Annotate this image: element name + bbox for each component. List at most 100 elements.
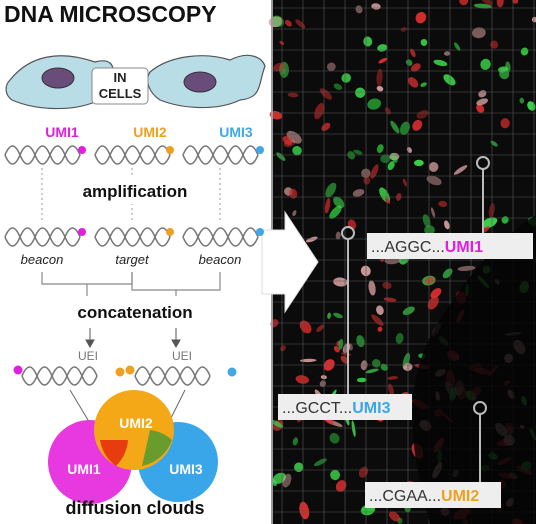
fluorescence-spot — [480, 58, 491, 70]
fluorescence-spot — [289, 188, 298, 199]
readout: ...CGAA...UMI2 — [365, 482, 501, 508]
fluorescence-spot — [355, 87, 366, 98]
shape — [13, 365, 23, 375]
fluorescence-spot — [370, 164, 379, 179]
fluorescence-spot — [376, 68, 383, 87]
fluorescence-spot — [329, 433, 340, 444]
label-bg — [60, 178, 210, 204]
uei-label: UEI — [78, 349, 98, 363]
fluorescence-spot — [335, 231, 341, 240]
dark-region — [412, 215, 536, 524]
fluorescence-spot — [365, 368, 379, 374]
sequence: ...GCCT... — [282, 400, 352, 417]
fluorescence-spot — [400, 26, 407, 32]
brackets — [41, 272, 221, 296]
fluorescence-spot — [326, 62, 336, 72]
fluorescence-spot — [422, 214, 431, 228]
fluorescence-spot — [402, 178, 408, 187]
readout-text: ...CGAA...UMI2 — [369, 488, 479, 505]
cloud-label: UMI1 — [67, 461, 101, 477]
shape — [256, 228, 264, 236]
helix-row — [4, 145, 264, 165]
fluorescence-spot — [363, 36, 373, 47]
fluorescence-spot — [387, 161, 395, 171]
readout: ...GCCT...UMI3 — [278, 394, 412, 420]
pins — [341, 156, 490, 482]
fluorescence-spot — [333, 196, 345, 209]
fluorescence-spot — [454, 42, 461, 51]
fluorescence-spot — [292, 437, 299, 446]
fluorescence-spot — [433, 59, 448, 67]
diffusion-clouds: UMI2 UMI1 UMI3 — [48, 390, 218, 504]
fluorescence-spot — [410, 48, 416, 58]
fluorescence-spot — [459, 0, 469, 6]
fluorescence-spot — [426, 175, 442, 186]
shape — [125, 365, 135, 375]
fluorescence-spot — [430, 288, 442, 299]
cell-label: CELLS — [99, 86, 142, 101]
fluorescence-spot — [272, 472, 287, 484]
caption: diffusion clouds — [66, 498, 205, 518]
cells-illustration: IN CELLS — [5, 54, 266, 110]
fluorescence-spot — [367, 98, 382, 110]
shape — [171, 339, 181, 349]
cloud-label: UMI2 — [119, 415, 153, 431]
fluorescence-spot — [273, 62, 285, 72]
fluorescence-spot — [430, 207, 436, 218]
overlap — [142, 430, 172, 466]
fluorescence-spot — [427, 296, 439, 310]
readout-box — [367, 233, 533, 259]
sequence: ...AGGC... — [371, 239, 445, 256]
fluorescence-spot — [476, 104, 485, 113]
fluorescence-spot — [527, 101, 536, 111]
fluorescence-spot — [292, 146, 302, 156]
fluorescence-spot — [413, 159, 424, 167]
fluorescence-spot — [363, 176, 371, 185]
fluorescence-spot — [519, 97, 525, 104]
role-label: target — [115, 252, 150, 267]
shape — [131, 272, 221, 291]
cloud-label: UMI3 — [169, 461, 203, 477]
readout: ...AGGC...UMI1 — [367, 233, 533, 259]
helix-row — [4, 227, 264, 247]
fluorescence-spot — [500, 118, 510, 129]
readout-text: ...AGGC...UMI1 — [371, 239, 483, 256]
fluorescence-spot — [329, 205, 342, 219]
fluorescence-spot — [443, 51, 451, 56]
fluorescence-spot — [444, 220, 450, 230]
role-label: beacon — [199, 252, 242, 267]
step-label: amplification — [83, 182, 188, 201]
fluorescence-spot — [282, 473, 292, 488]
fluorescence-spot — [319, 380, 326, 388]
fluorescence-spot — [333, 345, 340, 353]
umi-label: UMI2 — [133, 124, 167, 140]
fluorescence-spot — [325, 182, 337, 198]
fluorescence-spot — [471, 27, 486, 39]
fluorescence-spot — [388, 383, 394, 397]
fluorescence-spot — [376, 305, 384, 315]
fluorescence-spot — [410, 63, 421, 72]
fluorescence-spot — [428, 162, 439, 172]
umi: UMI1 — [445, 239, 483, 256]
fluorescence-spot — [316, 324, 325, 333]
fluorescence-spot — [356, 377, 367, 383]
fluorescence-spot — [380, 154, 391, 164]
fluorescence-spot — [314, 102, 325, 120]
shape — [256, 146, 264, 154]
fluorescence-spot — [476, 98, 489, 106]
fluorescence-spot — [407, 77, 419, 88]
fluorescence-spot — [402, 306, 415, 316]
readout-box — [365, 482, 501, 508]
fluorescence-spot — [333, 312, 343, 319]
fluorescence-spot — [420, 38, 428, 46]
overlap — [100, 440, 128, 466]
fluorescence-spot — [294, 462, 304, 472]
fluorescence-spot — [313, 458, 327, 467]
fluorescence-spot — [378, 57, 388, 64]
fluorescence-spot — [496, 0, 504, 8]
fluorescence-spot — [380, 363, 389, 371]
fluorescence-spot — [395, 333, 404, 344]
fluorescence-spot — [282, 136, 293, 146]
fluorescence-spot — [284, 19, 292, 27]
fluorescence-spot — [376, 85, 384, 92]
